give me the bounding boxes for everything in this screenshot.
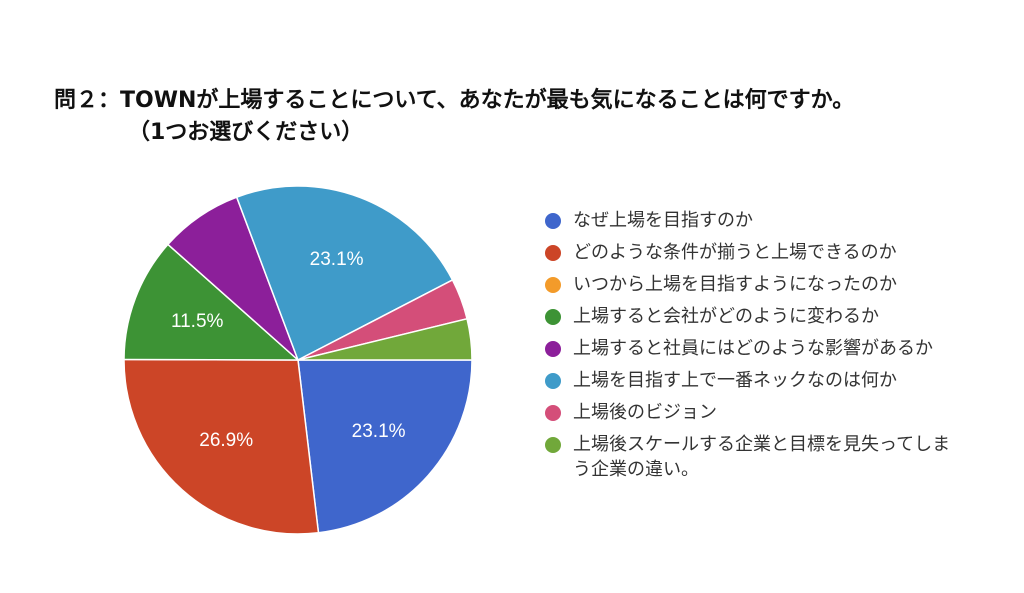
pie-slice (123, 243, 300, 361)
legend-label: どのような条件が揃うと上場できるのか (573, 242, 897, 263)
chart-title: 問２：TOWNが上場することについて、あなたが最も気になることは何ですか。 (54, 88, 855, 113)
legend-item: どのような条件が揃うと上場できるのか (545, 240, 975, 265)
legend-label: 上場すると会社がどのように変わるか (573, 306, 879, 327)
slice-data-label: 23.1% (310, 249, 364, 270)
legend-item: 上場後スケールする企業と目標を見失ってしまう企業の違い。 (545, 432, 975, 482)
legend-item: 上場後のビジョン (545, 400, 975, 425)
legend-item: 上場を目指す上で一番ネックなのは何か (545, 368, 975, 393)
pie-slice (297, 359, 473, 534)
chart-subtitle: （1つお選びください） (128, 120, 364, 145)
slice-data-label: 26.9% (199, 430, 253, 451)
slice-data-label: 11.5% (171, 311, 224, 332)
chart-legend: なぜ上場を目指すのかどのような条件が揃うと上場できるのか いつから上場を目指すよう… (545, 208, 975, 489)
legend-swatch (545, 437, 561, 453)
legend-swatch (545, 245, 561, 261)
pie-slice (123, 358, 320, 535)
legend-item: いつから上場を目指すようになったのか (545, 272, 975, 297)
legend-label: なぜ上場を目指すのか (573, 210, 753, 231)
legend-swatch (545, 373, 561, 389)
legend-label: 上場すると社員にはどのような影響があるか (573, 338, 933, 359)
legend-swatch (545, 309, 561, 325)
legend-label: いつから上場を目指すようになったのか (573, 274, 897, 295)
legend-label: 上場後のビジョン (573, 402, 717, 423)
legend-swatch (545, 277, 561, 293)
slice-data-label: 23.1% (352, 421, 406, 442)
legend-item: 上場すると会社がどのように変わるか (545, 304, 975, 329)
pie-slice (297, 317, 473, 361)
legend-label: 上場を目指す上で一番ネックなのは何か (573, 370, 897, 391)
legend-label: 上場後スケールする企業と目標を見失ってしまう企業の違い。 (573, 434, 951, 480)
legend-swatch (545, 341, 561, 357)
pie-slice (235, 185, 454, 362)
legend-item: 上場すると社員にはどのような影響があるか (545, 336, 975, 361)
legend-item: なぜ上場を目指すのか (545, 208, 975, 233)
legend-swatch (545, 213, 561, 229)
legend-swatch (545, 405, 561, 421)
